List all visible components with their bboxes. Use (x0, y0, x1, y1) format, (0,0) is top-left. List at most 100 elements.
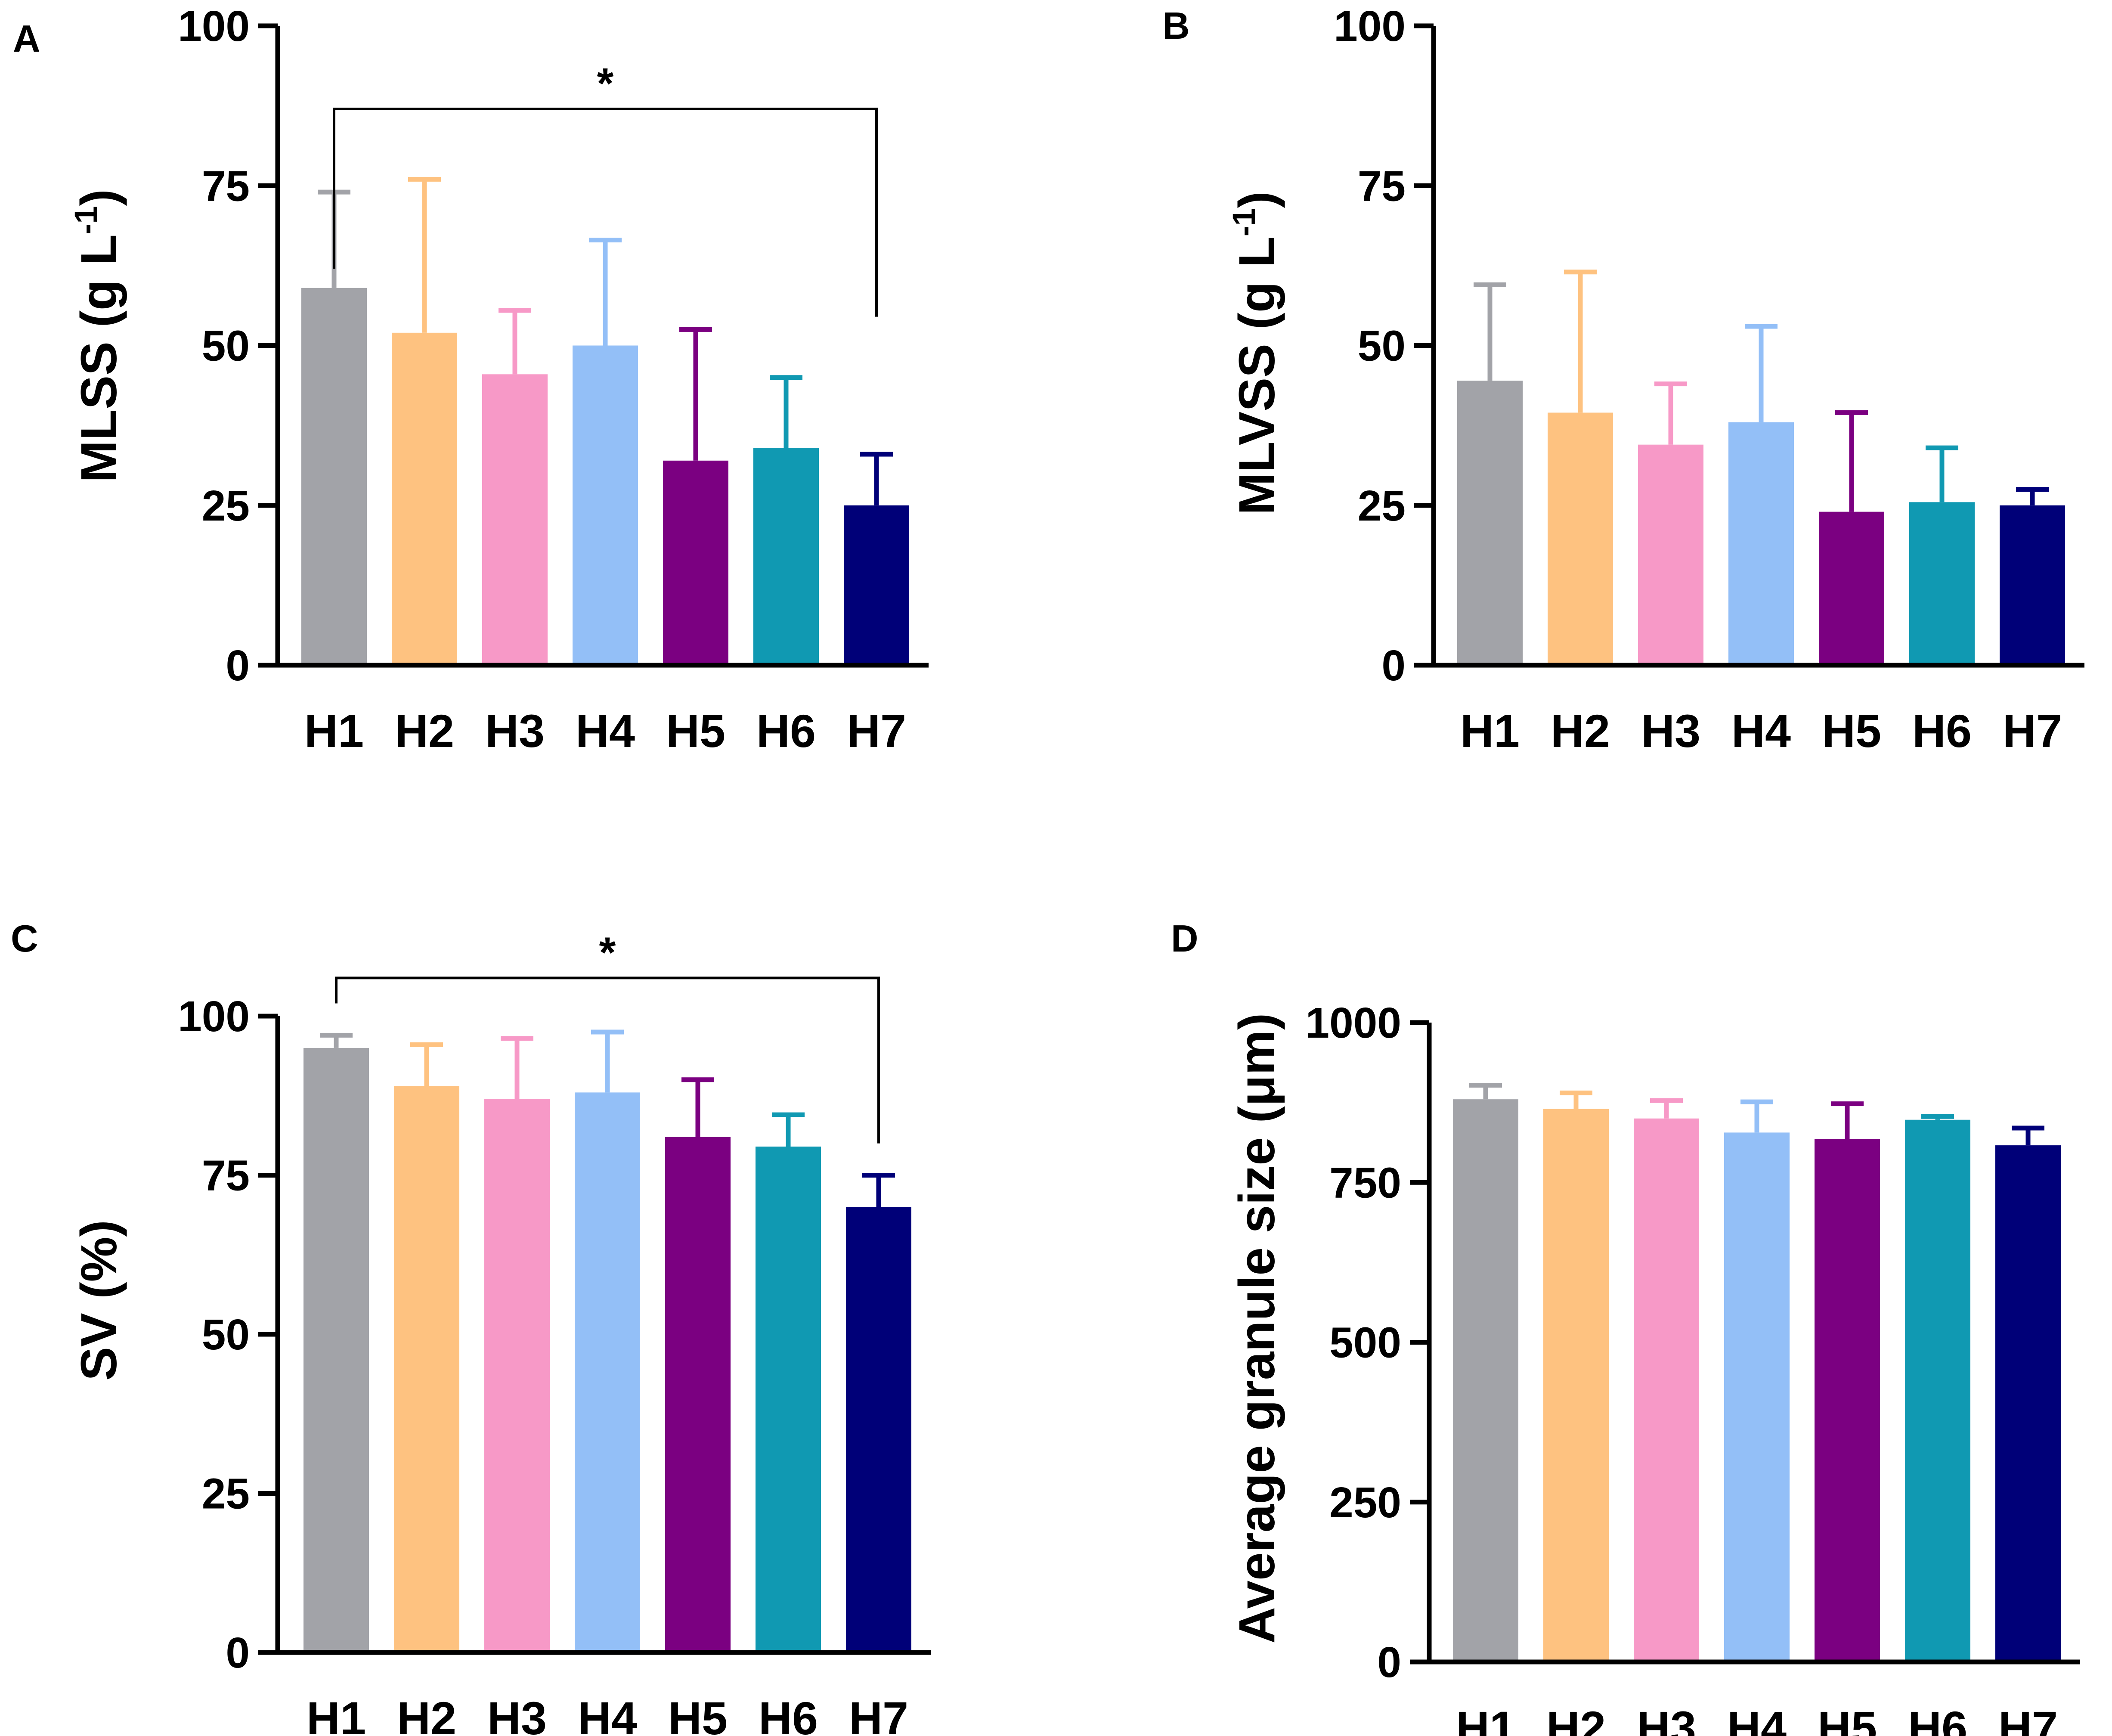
panel-c: C SV (%) 0 25 50 75 100 H1 H2 H3 H4 H5 H6 H7 * (11, 917, 931, 1736)
x-tick-label-a-h7: H7 (847, 705, 906, 757)
bar-b-h3 (1638, 444, 1703, 665)
error-bar-d-h3 (1650, 1098, 1683, 1119)
y-tick-label-b-0: 0 (1381, 642, 1406, 690)
y-axis-title-c: SV (%) (71, 1220, 127, 1381)
error-bar-c-h1 (320, 1032, 353, 1048)
bar-c-h1 (303, 1048, 369, 1652)
y-axis-title-text-b: MLVSS (g L (1229, 236, 1285, 515)
x-tick-label-c-h1: H1 (307, 1692, 366, 1736)
bar-d-h5 (1815, 1139, 1880, 1662)
x-tick-label-c-h3: H3 (487, 1692, 547, 1736)
error-bar-b-h5 (1835, 410, 1868, 512)
bar-d-h1 (1453, 1099, 1518, 1662)
x-tick-label-a-h1: H1 (304, 705, 364, 757)
y-tick-label-c-1: 25 (202, 1470, 250, 1518)
x-tick-label-d-h6: H6 (1908, 1702, 1967, 1736)
bar-a-h1 (301, 288, 367, 665)
bar-a-h6 (753, 448, 819, 665)
x-tick-label-d-h4: H4 (1727, 1702, 1787, 1736)
y-axis-title-a: MLSS (g L-1) (68, 189, 127, 483)
error-bar-a-h7 (860, 452, 893, 505)
y-axis-title-sup-a: -1 (68, 206, 104, 234)
x-tick-label-b-h4: H4 (1731, 705, 1791, 757)
x-tick-label-d-h2: H2 (1546, 1702, 1606, 1736)
y-axis-title-b: MLVSS (g L-1) (1226, 191, 1285, 515)
x-tick-label-a-h2: H2 (395, 705, 454, 757)
bar-b-h1 (1457, 381, 1523, 665)
panel-letter-a: A (13, 17, 40, 60)
bar-d-h7 (1995, 1145, 2061, 1662)
error-bar-b-h2 (1564, 270, 1597, 413)
bar-c-h5 (665, 1137, 731, 1652)
y-tick-label-d-0: 0 (1377, 1638, 1401, 1686)
error-bar-b-h7 (2016, 487, 2049, 505)
x-tick-label-b-h7: H7 (2003, 705, 2062, 757)
significance-bracket-c (335, 976, 880, 1144)
x-tick-label-c-h6: H6 (759, 1692, 818, 1736)
y-axis-title-text-c: SV (%) (71, 1220, 127, 1381)
y-tick-label-b-1: 25 (1358, 482, 1406, 530)
x-tick-label-c-h4: H4 (578, 1692, 637, 1736)
y-tick-label-d-1: 250 (1329, 1479, 1401, 1527)
x-tick-label-d-h7: H7 (1998, 1702, 2058, 1736)
x-tick-label-a-h4: H4 (576, 705, 635, 757)
x-tick-label-b-h1: H1 (1460, 705, 1520, 757)
error-bar-c-h4 (591, 1029, 624, 1093)
error-bar-a-h5 (679, 327, 712, 461)
x-tick-label-d-h3: H3 (1637, 1702, 1696, 1736)
x-tick-label-b-h5: H5 (1822, 705, 1881, 757)
y-tick-label-b-4: 100 (1334, 2, 1406, 50)
bar-b-h2 (1548, 412, 1613, 665)
error-bar-b-h4 (1745, 324, 1778, 422)
bar-c-h6 (756, 1146, 821, 1652)
x-tick-label-c-h5: H5 (668, 1692, 728, 1736)
x-tick-label-c-h2: H2 (397, 1692, 456, 1736)
y-axis-title-text-a: MLSS (g L (71, 234, 127, 483)
bar-a-h3 (482, 374, 548, 665)
panel-a: A MLSS (g L-1) 0 25 50 75 100 H1 H2 H3 H4 H5 H6 H7… (13, 2, 929, 757)
y-tick-label-b-2: 50 (1358, 322, 1406, 370)
bar-a-h7 (844, 505, 909, 665)
bar-a-h4 (573, 345, 638, 665)
bar-c-h7 (846, 1207, 911, 1652)
y-tick-label-d-4: 1000 (1306, 999, 1401, 1047)
x-tick-label-a-h6: H6 (756, 705, 816, 757)
y-axis-title-end-b: ) (1229, 191, 1285, 208)
x-tick-label-d-h1: H1 (1456, 1702, 1515, 1736)
bar-b-h5 (1819, 512, 1884, 665)
y-tick-label-c-2: 50 (202, 1311, 250, 1359)
error-bar-c-h6 (772, 1112, 805, 1147)
error-bar-a-h6 (770, 375, 802, 448)
error-bar-a-h2 (408, 177, 441, 333)
bar-d-h2 (1543, 1109, 1609, 1662)
y-axis-title-end-a: ) (71, 189, 127, 206)
error-bar-a-h3 (499, 308, 531, 375)
error-bar-d-h4 (1740, 1099, 1773, 1133)
error-bar-c-h3 (501, 1036, 533, 1099)
y-tick-label-a-1: 25 (202, 482, 250, 530)
panel-d: D Average granule size (μm) 0 250 500 750 10… (1171, 917, 2080, 1736)
error-bar-d-h6 (1921, 1114, 1954, 1120)
y-tick-label-c-4: 100 (178, 992, 250, 1041)
bar-c-h2 (394, 1086, 459, 1652)
y-tick-label-a-3: 75 (202, 162, 250, 210)
error-bar-d-h2 (1560, 1090, 1592, 1109)
y-tick-label-a-4: 100 (178, 2, 250, 50)
error-bar-c-h5 (681, 1077, 714, 1137)
x-tick-label-b-h2: H2 (1551, 705, 1610, 757)
y-tick-label-b-3: 75 (1358, 162, 1406, 210)
error-bar-d-h1 (1469, 1083, 1502, 1100)
y-tick-label-c-0: 0 (226, 1629, 250, 1677)
bar-d-h3 (1634, 1118, 1699, 1662)
bar-a-h2 (392, 332, 457, 665)
panel-letter-b: B (1162, 4, 1190, 47)
y-axis-title-text-d: Average granule size (μm) (1229, 1013, 1285, 1644)
x-tick-label-a-h3: H3 (485, 705, 545, 757)
error-bar-d-h7 (2012, 1125, 2044, 1146)
y-tick-label-c-3: 75 (202, 1152, 250, 1200)
bar-c-h3 (484, 1099, 550, 1652)
error-bar-b-h6 (1926, 445, 1958, 502)
bar-b-h6 (1909, 502, 1975, 665)
x-tick-label-b-h6: H6 (1912, 705, 1972, 757)
